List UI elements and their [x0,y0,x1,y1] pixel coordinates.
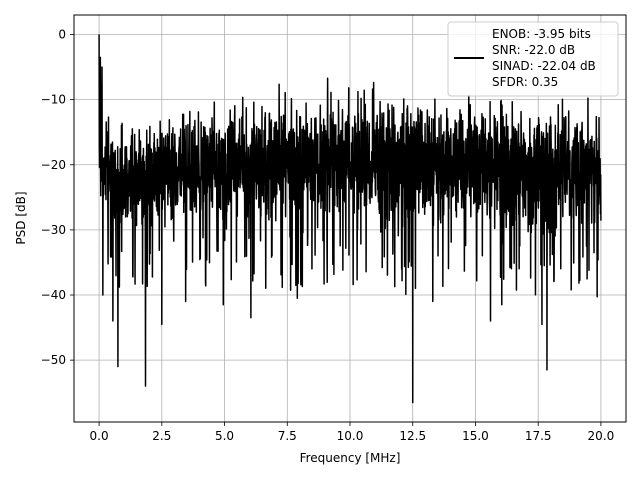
y-axis-ticks: 0 −10 −20 −30 −40 −50 [41,28,74,367]
x-tick-label: 20.0 [588,429,615,443]
y-tick-label: 0 [58,28,66,42]
x-tick-label: 15.0 [462,429,489,443]
y-tick-label: −30 [41,223,66,237]
legend-entry-enob: ENOB: -3.95 bits [492,27,591,41]
plot-area [98,34,602,404]
y-axis-label: PSD [dB] [14,191,28,244]
x-tick-label: 7.5 [278,429,297,443]
x-tick-label: 5.0 [215,429,234,443]
y-tick-label: −20 [41,158,66,172]
y-tick-label: −40 [41,288,66,302]
x-tick-label: 12.5 [399,429,426,443]
x-tick-label: 2.5 [152,429,171,443]
psd-line [98,34,602,404]
x-tick-label: 10.0 [337,429,364,443]
legend-entry-sfdr: SFDR: 0.35 [492,75,558,89]
legend-box [447,21,619,97]
y-tick-label: −10 [41,93,66,107]
x-axis-ticks: 0.0 2.5 5.0 7.5 10.0 12.5 15.0 17.5 20.0 [90,422,615,443]
y-tick-label: −50 [41,353,66,367]
x-tick-label: 17.5 [525,429,552,443]
x-tick-label: 0.0 [90,429,109,443]
legend: ENOB: -3.95 bits SNR: -22.0 dB SINAD: -2… [447,21,619,97]
legend-entry-snr: SNR: -22.0 dB [492,43,575,57]
x-axis-label: Frequency [MHz] [300,451,401,465]
legend-entry-sinad: SINAD: -22.04 dB [492,59,596,73]
